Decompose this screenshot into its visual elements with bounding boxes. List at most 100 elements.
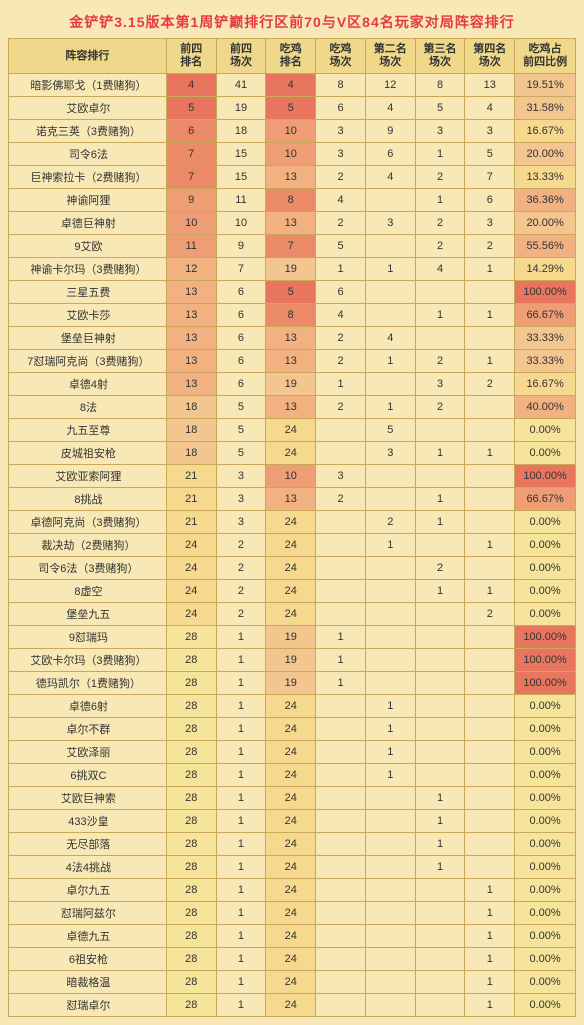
- comp-name: 卓德九五: [9, 925, 167, 948]
- cell: 5: [216, 419, 266, 442]
- cell: 2: [316, 166, 366, 189]
- cell: 28: [166, 902, 216, 925]
- cell: 5: [216, 442, 266, 465]
- cell: 1: [316, 649, 366, 672]
- cell: 33.33%: [515, 350, 576, 373]
- table-body: 暗影佛耶戈（1费赌狗）441481281319.51%艾欧卓尔519564543…: [9, 74, 576, 1017]
- cell: 0.00%: [515, 603, 576, 626]
- cell: 24: [266, 856, 316, 879]
- cell: 8: [266, 189, 316, 212]
- cell: 1: [316, 626, 366, 649]
- comp-name: 4法4挑战: [9, 856, 167, 879]
- table-row: 艾欧巨神索2812410.00%: [9, 787, 576, 810]
- cell: 1: [216, 856, 266, 879]
- cell: [365, 948, 415, 971]
- table-row: 艾欧卡莎136841166.67%: [9, 304, 576, 327]
- cell: 3: [216, 465, 266, 488]
- cell: 0.00%: [515, 718, 576, 741]
- cell: 2: [216, 603, 266, 626]
- cell: [365, 787, 415, 810]
- ranking-table: 阵容排行前四排名前四场次吃鸡排名吃鸡场次第二名场次第三名场次第四名场次吃鸡占前四…: [8, 38, 576, 1017]
- cell: [465, 281, 515, 304]
- cell: 3: [216, 511, 266, 534]
- cell: 0.00%: [515, 557, 576, 580]
- cell: 5: [216, 396, 266, 419]
- table-row: 无尽部落2812410.00%: [9, 833, 576, 856]
- comp-name: 三星五费: [9, 281, 167, 304]
- cell: 100.00%: [515, 626, 576, 649]
- cell: 100.00%: [515, 281, 576, 304]
- cell: 13: [166, 281, 216, 304]
- table-row: 司令6法71510361520.00%: [9, 143, 576, 166]
- cell: 13: [465, 74, 515, 97]
- cell: 2: [465, 373, 515, 396]
- cell: [415, 695, 465, 718]
- table-row: 德玛凯尔（1费赌狗）281191100.00%: [9, 672, 576, 695]
- cell: 16.67%: [515, 120, 576, 143]
- cell: 19: [266, 626, 316, 649]
- cell: 1: [216, 833, 266, 856]
- cell: [365, 189, 415, 212]
- cell: 3: [415, 373, 465, 396]
- cell: 3: [365, 442, 415, 465]
- cell: 28: [166, 649, 216, 672]
- cell: 1: [415, 856, 465, 879]
- table-row: 艾欧卓尔5195645431.58%: [9, 97, 576, 120]
- table-row: 艾欧泽丽2812410.00%: [9, 741, 576, 764]
- cell: 1: [365, 764, 415, 787]
- cell: [316, 787, 366, 810]
- cell: 1: [216, 879, 266, 902]
- cell: [316, 695, 366, 718]
- cell: 1: [216, 902, 266, 925]
- cell: [365, 465, 415, 488]
- cell: 24: [266, 603, 316, 626]
- cell: [365, 557, 415, 580]
- table-row: 卓尔不群2812410.00%: [9, 718, 576, 741]
- cell: 66.67%: [515, 488, 576, 511]
- cell: 28: [166, 810, 216, 833]
- cell: 2: [465, 235, 515, 258]
- comp-name: 艾欧卡尔玛（3费赌狗）: [9, 649, 167, 672]
- cell: 1: [465, 971, 515, 994]
- cell: 4: [415, 258, 465, 281]
- cell: 28: [166, 741, 216, 764]
- cell: [465, 741, 515, 764]
- table-row: 卓尔九五2812410.00%: [9, 879, 576, 902]
- comp-name: 堡垒九五: [9, 603, 167, 626]
- cell: 24: [266, 442, 316, 465]
- cell: 5: [266, 281, 316, 304]
- cell: [415, 925, 465, 948]
- cell: 18: [166, 442, 216, 465]
- cell: 6: [465, 189, 515, 212]
- cell: 9: [365, 120, 415, 143]
- cell: [365, 626, 415, 649]
- cell: 5: [166, 97, 216, 120]
- cell: [465, 695, 515, 718]
- cell: [316, 879, 366, 902]
- comp-name: 7怼瑞阿克尚（3费赌狗）: [9, 350, 167, 373]
- cell: [415, 902, 465, 925]
- cell: 1: [415, 189, 465, 212]
- comp-name: 艾欧巨神索: [9, 787, 167, 810]
- cell: [365, 281, 415, 304]
- table-row: 卓德巨神射101013232320.00%: [9, 212, 576, 235]
- cell: [365, 856, 415, 879]
- cell: 1: [415, 787, 465, 810]
- cell: 18: [216, 120, 266, 143]
- cell: 33.33%: [515, 327, 576, 350]
- cell: 0.00%: [515, 925, 576, 948]
- cell: [415, 718, 465, 741]
- cell: 9: [166, 189, 216, 212]
- cell: [316, 948, 366, 971]
- cell: 10: [266, 465, 316, 488]
- cell: 28: [166, 787, 216, 810]
- cell: 13.33%: [515, 166, 576, 189]
- cell: [465, 833, 515, 856]
- cell: [365, 879, 415, 902]
- table-row: 9怼瑞玛281191100.00%: [9, 626, 576, 649]
- table-row: 怼瑞卓尔2812410.00%: [9, 994, 576, 1017]
- cell: 5: [316, 235, 366, 258]
- cell: 3: [365, 212, 415, 235]
- cell: 4: [365, 327, 415, 350]
- cell: [365, 833, 415, 856]
